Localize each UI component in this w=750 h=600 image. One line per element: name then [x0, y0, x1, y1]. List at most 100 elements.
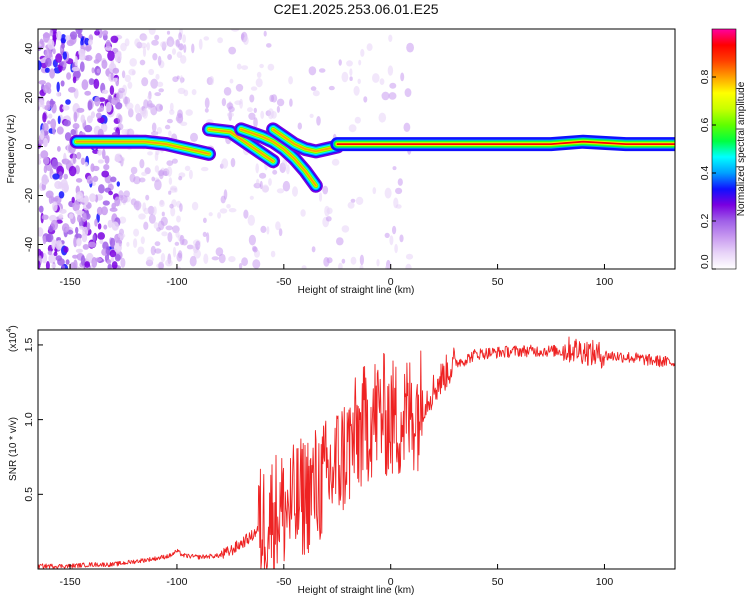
noise-blob [75, 29, 83, 35]
noise-blob [38, 260, 41, 269]
noise-blob [71, 196, 75, 203]
noise-blob [183, 89, 189, 97]
noise-blob [160, 253, 166, 263]
noise-blob [82, 244, 90, 250]
noise-blob [384, 187, 392, 199]
noise-blob [180, 75, 183, 84]
noise-blob [109, 249, 117, 258]
snr-line-group [38, 336, 675, 569]
noise-blob [60, 80, 65, 87]
snr-y-label: SNR (10 * v/v) [8, 417, 19, 481]
noise-blob [161, 211, 165, 217]
noise-blob [97, 159, 104, 164]
y-tick-label: 1.5 [23, 337, 35, 352]
noise-blob [255, 178, 260, 188]
noise-blob [272, 169, 278, 175]
noise-blob [392, 166, 397, 171]
noise-blob [322, 185, 329, 195]
noise-blob [354, 116, 361, 124]
noise-blob [147, 205, 155, 215]
noise-blob [68, 213, 74, 219]
snr-x-label: Height of straight line (km) [298, 585, 415, 596]
noise-blob [56, 91, 61, 97]
noise-blob [44, 105, 51, 111]
y-tick-label: 0.5 [23, 487, 35, 502]
noise-blob [60, 34, 67, 44]
noise-blob [292, 186, 298, 197]
noise-blob [50, 118, 57, 130]
noise-blob [338, 59, 342, 66]
noise-blob [61, 223, 70, 233]
spectrogram-x-ticks: -150 -100 -50 0 50 100 [60, 264, 613, 288]
spectrogram-field [38, 29, 414, 269]
noise-blob [51, 196, 55, 204]
noise-blob [360, 48, 365, 57]
noise-blob [227, 112, 234, 118]
noise-blob [376, 259, 380, 267]
noise-blob [167, 54, 173, 60]
noise-blob [94, 257, 103, 262]
noise-blob [61, 158, 70, 165]
x-tick-label: -150 [60, 576, 81, 588]
noise-blob [45, 82, 52, 90]
noise-blob [73, 111, 78, 123]
noise-blob [86, 115, 93, 124]
noise-blob [63, 173, 68, 180]
noise-blob [165, 259, 173, 267]
noise-blob [168, 190, 172, 195]
noise-blob [120, 257, 126, 268]
noise-blob [38, 227, 44, 237]
noise-blob [154, 34, 160, 41]
noise-blob [404, 88, 412, 98]
noise-blob [184, 165, 191, 171]
noise-blob [91, 181, 96, 187]
noise-blob [58, 191, 65, 199]
noise-blob [129, 58, 137, 67]
colorbar-gradient [711, 28, 737, 270]
noise-blob [38, 139, 44, 145]
noise-blob [48, 113, 53, 119]
noise-blob [366, 43, 373, 51]
noise-blob [49, 29, 54, 37]
noise-blob [310, 86, 317, 91]
noise-blob [263, 30, 267, 37]
noise-blob [70, 129, 76, 136]
noise-blob [248, 234, 256, 246]
noise-blob [260, 110, 265, 119]
noise-blob [384, 232, 390, 238]
noise-blob [221, 98, 227, 107]
noise-blob [56, 81, 60, 93]
noise-blob [300, 209, 306, 217]
noise-blob [166, 30, 171, 35]
noise-blob [97, 223, 102, 230]
noise-blob [394, 243, 398, 254]
noise-blob [235, 83, 244, 92]
noise-blob [104, 155, 110, 164]
colorbar-tick-label: 0.0 [699, 254, 711, 269]
noise-blob [355, 196, 364, 205]
noise-blob [151, 39, 159, 46]
noise-blob [169, 109, 175, 115]
noise-blob [101, 59, 108, 69]
noise-blob [363, 96, 368, 103]
noise-blob [148, 214, 156, 224]
noise-blob [103, 164, 110, 171]
noise-blob [66, 72, 72, 80]
noise-blob [359, 264, 364, 269]
noise-blob [126, 241, 130, 247]
noise-blob [238, 263, 243, 269]
x-tick-label: 0 [388, 276, 394, 288]
noise-blob [378, 112, 387, 123]
noise-blob [117, 114, 123, 124]
noise-blob [45, 261, 50, 269]
noise-blob [312, 90, 320, 97]
noise-blob [128, 68, 136, 76]
noise-blob [180, 55, 187, 64]
noise-blob [48, 253, 56, 264]
noise-blob [228, 46, 237, 55]
noise-blob [200, 166, 209, 172]
noise-blob [228, 208, 237, 213]
noise-blob [223, 189, 228, 200]
noise-blob [75, 226, 79, 234]
noise-blob [52, 201, 58, 212]
